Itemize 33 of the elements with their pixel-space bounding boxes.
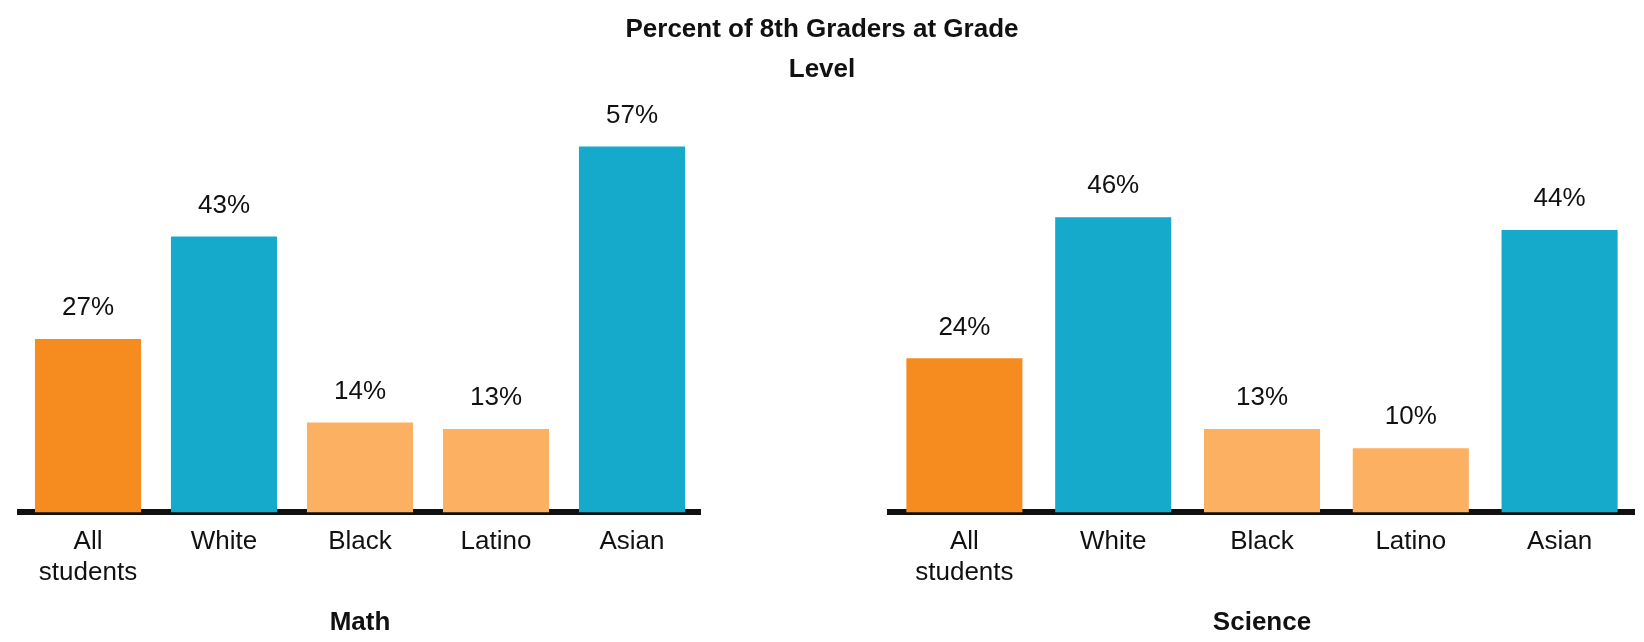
- data-label: 57%: [605, 98, 659, 129]
- data-label: 24%: [938, 310, 991, 341]
- x-tick-label: All students: [915, 525, 1014, 587]
- x-tick-label: Black: [1230, 525, 1295, 556]
- x-tick-label: Asian: [599, 525, 665, 556]
- bar: [170, 236, 278, 513]
- x-tick-label: All students: [38, 525, 138, 587]
- data-label: 14%: [333, 374, 387, 405]
- data-label: 27%: [61, 291, 115, 322]
- data-label: 44%: [1533, 182, 1586, 213]
- data-label: 43%: [197, 188, 251, 219]
- x-axis-title: Science: [1212, 605, 1312, 636]
- bar: [306, 422, 414, 513]
- bar: [578, 146, 686, 513]
- bar: [1501, 230, 1618, 513]
- x-tick-label: Latino: [460, 525, 532, 556]
- bar: [34, 339, 142, 513]
- x-tick-label: White: [1079, 525, 1147, 556]
- data-label: 46%: [1087, 169, 1140, 200]
- x-tick-label: White: [190, 525, 258, 556]
- bar: [1352, 448, 1469, 513]
- x-tick-label: Asian: [1527, 525, 1593, 556]
- data-label: 13%: [1235, 381, 1289, 412]
- bar: [1055, 217, 1172, 513]
- x-tick-label: Latino: [1375, 525, 1447, 556]
- bar: [906, 358, 1023, 513]
- x-axis-title: Math: [329, 605, 391, 636]
- bar: [442, 428, 550, 513]
- x-tick-label: Black: [328, 525, 393, 556]
- text: Percent of 8th Graders at Grade Level: [624, 12, 1020, 85]
- data-label: 10%: [1384, 400, 1437, 431]
- data-label: 13%: [469, 381, 523, 412]
- bar: [1203, 428, 1321, 513]
